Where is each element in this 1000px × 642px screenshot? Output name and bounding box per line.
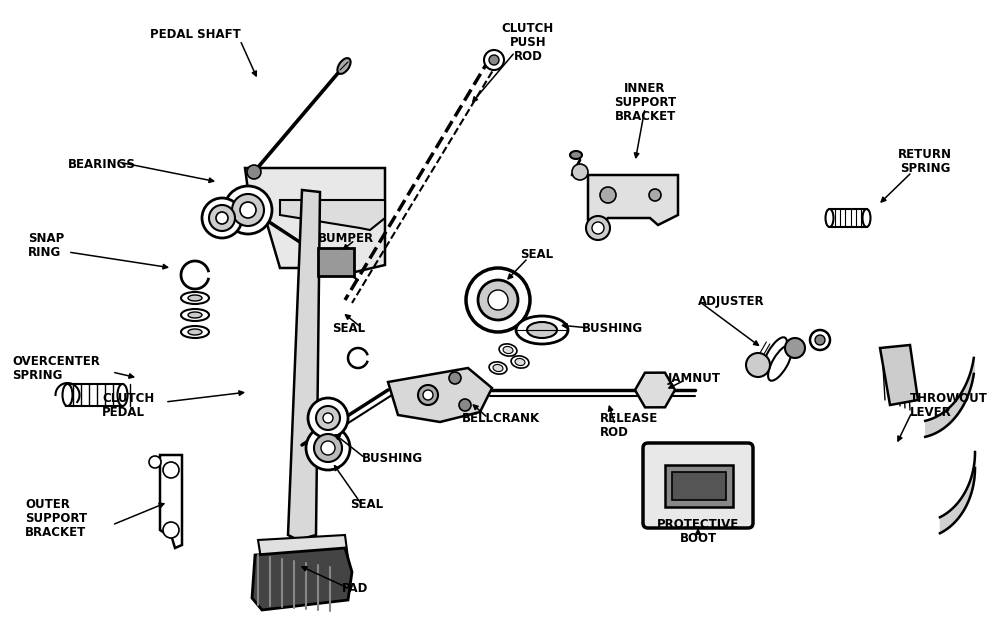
Ellipse shape [511,356,529,368]
Text: RETURN
SPRING: RETURN SPRING [898,148,952,175]
Circle shape [308,398,348,438]
Ellipse shape [181,326,209,338]
Circle shape [224,186,272,234]
Ellipse shape [181,309,209,321]
Text: SNAP
RING: SNAP RING [28,232,64,259]
Circle shape [314,434,342,462]
Polygon shape [258,535,348,565]
Circle shape [163,522,179,538]
Text: JAMNUT: JAMNUT [668,372,721,385]
Circle shape [746,353,770,377]
Ellipse shape [503,347,513,354]
Polygon shape [588,175,678,228]
Circle shape [216,212,228,224]
Ellipse shape [516,316,568,344]
Circle shape [815,335,825,345]
Circle shape [810,330,830,350]
Ellipse shape [527,322,557,338]
Circle shape [484,50,504,70]
Polygon shape [160,455,182,548]
Circle shape [323,413,333,423]
Circle shape [572,164,588,180]
Text: BUSHING: BUSHING [362,452,423,465]
Ellipse shape [489,362,507,374]
Text: BUSHING: BUSHING [582,322,643,335]
Bar [318,248,354,276]
Ellipse shape [62,384,72,406]
Ellipse shape [188,329,202,335]
Circle shape [418,385,438,405]
Circle shape [163,462,179,478]
Polygon shape [252,548,352,610]
Text: PROTECTIVE
BOOT: PROTECTIVE BOOT [657,518,739,545]
Circle shape [240,202,256,218]
Text: SEAL: SEAL [350,498,383,511]
Text: OVERCENTER
SPRING: OVERCENTER SPRING [12,355,100,382]
Circle shape [478,280,518,320]
Text: SEAL: SEAL [520,248,553,261]
Ellipse shape [181,292,209,304]
Text: BEARINGS: BEARINGS [68,158,136,171]
Ellipse shape [188,295,202,301]
Text: BELLCRANK: BELLCRANK [462,412,540,425]
Text: BUMPER: BUMPER [318,232,374,245]
Ellipse shape [862,209,870,227]
Circle shape [232,194,264,226]
Circle shape [586,216,610,240]
Circle shape [785,338,805,358]
Polygon shape [288,190,320,540]
Polygon shape [245,168,385,272]
Text: ADJUSTER: ADJUSTER [698,295,765,308]
Circle shape [600,187,616,203]
Ellipse shape [493,365,503,372]
Text: OUTER
SUPPORT
BRACKET: OUTER SUPPORT BRACKET [25,498,87,539]
FancyBboxPatch shape [643,443,753,528]
Circle shape [592,222,604,234]
Text: PEDAL SHAFT: PEDAL SHAFT [150,28,240,41]
Text: CLUTCH
PEDAL: CLUTCH PEDAL [102,392,154,419]
Text: SEAL: SEAL [332,322,365,335]
Ellipse shape [826,209,834,227]
Circle shape [449,372,461,384]
Circle shape [316,406,340,430]
Ellipse shape [763,337,787,373]
Text: CLUTCH
PUSH
ROD: CLUTCH PUSH ROD [502,22,554,63]
Circle shape [202,198,242,238]
Ellipse shape [118,384,128,406]
Ellipse shape [570,151,582,159]
Text: INNER
SUPPORT
BRACKET: INNER SUPPORT BRACKET [614,82,676,123]
Ellipse shape [768,345,792,381]
Ellipse shape [515,358,525,365]
Bar [665,465,733,507]
Circle shape [149,456,161,468]
Circle shape [247,165,261,179]
Text: THROWOUT
LEVER: THROWOUT LEVER [910,392,988,419]
Circle shape [423,390,433,400]
Ellipse shape [188,312,202,318]
Text: RELEASE
ROD: RELEASE ROD [600,412,658,439]
Bar [672,472,726,500]
Circle shape [306,426,350,470]
Circle shape [459,399,471,411]
Circle shape [488,290,508,310]
Text: PAD: PAD [342,582,368,595]
Circle shape [649,189,661,201]
Circle shape [209,205,235,231]
Polygon shape [880,345,918,405]
Ellipse shape [337,58,351,74]
Polygon shape [388,368,492,422]
Circle shape [466,268,530,332]
Polygon shape [280,200,385,230]
Circle shape [489,55,499,65]
Circle shape [321,441,335,455]
Ellipse shape [499,344,517,356]
